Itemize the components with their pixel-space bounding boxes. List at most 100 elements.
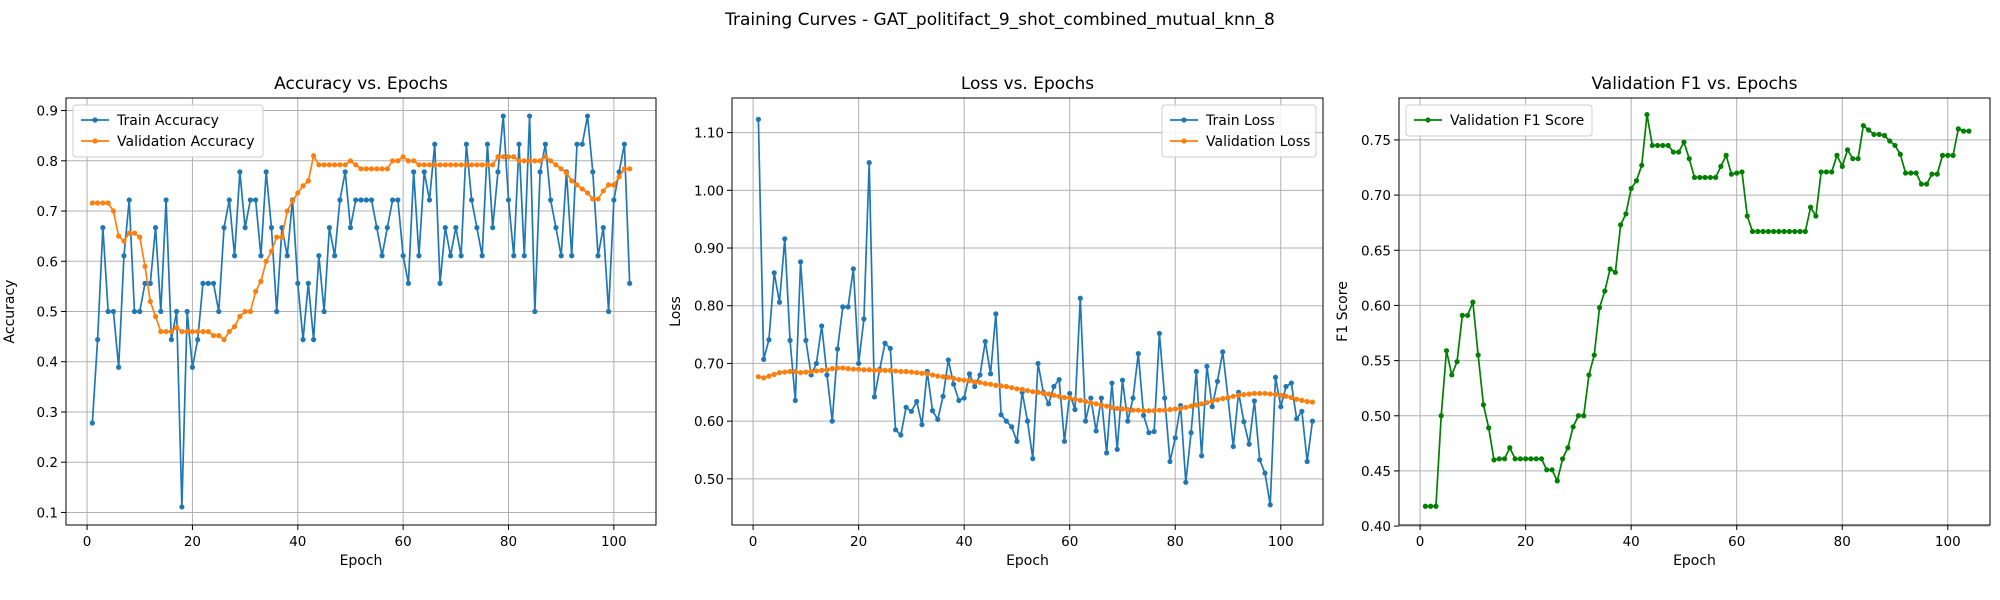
accuracy-series-1-point-102 xyxy=(627,166,633,172)
f1-legend-box xyxy=(1405,104,1593,137)
loss-chart: 0 20 40 60 80 100 0.50 0.60 0.70 0.80 0.90 1.00 1.10… xyxy=(668,74,1324,569)
loss-ytick-label-4: 0.90 xyxy=(694,241,724,257)
f1-y-axis-label: F1 Score xyxy=(1335,281,1351,342)
accuracy-series-0-point-24 xyxy=(216,308,222,315)
loss-series-1-point-71 xyxy=(1130,407,1136,413)
loss-series-0-point-85 xyxy=(1204,363,1210,369)
loss-series-0-point-40 xyxy=(966,371,973,377)
loss-series-0-point-48 xyxy=(1009,424,1015,430)
f1-series-0-point-51 xyxy=(1691,174,1698,181)
loss-series-0-point-46 xyxy=(998,412,1004,418)
loss-series-1-point-68 xyxy=(1114,405,1120,412)
loss-series-0-point-57 xyxy=(1056,376,1062,383)
loss-series-1-point-44 xyxy=(987,381,994,387)
loss-ticks: 0 20 40 60 80 100 0.50 0.60 0.70 0.80 0.90 1.00 1.10 xyxy=(694,126,1294,550)
accuracy-series-0-point-6 xyxy=(121,253,127,259)
f1-series-0-point-88 xyxy=(1887,138,1893,144)
loss-series-1-point-4 xyxy=(776,370,783,376)
loss-series-0-point-63 xyxy=(1088,395,1094,401)
f1-ytick-label-7: 0.75 xyxy=(1361,133,1391,149)
loss-series-0-point-99 xyxy=(1278,404,1284,410)
loss-ytick-label-3: 0.80 xyxy=(694,299,724,315)
loss-series-1-point-50 xyxy=(1019,386,1025,392)
accuracy-series-1-point-49 xyxy=(347,158,354,164)
accuracy-series-0-point-11 xyxy=(147,280,153,286)
f1-series-0-point-27 xyxy=(1565,445,1571,451)
loss-series-0-point-59 xyxy=(1067,390,1073,397)
accuracy-series-0-point-54 xyxy=(374,225,380,231)
loss-series-1-point-38 xyxy=(956,376,962,383)
loss-series-0-point-49 xyxy=(1014,438,1020,444)
f1-series-0-point-21 xyxy=(1533,456,1539,462)
loss-series-1-point-3 xyxy=(771,371,777,377)
loss-ytick-label-2: 0.70 xyxy=(694,356,724,372)
loss-series-1-point-24 xyxy=(882,367,888,373)
loss-series-0-point-92 xyxy=(1241,419,1247,425)
loss-series-1-point-31 xyxy=(919,370,925,376)
f1-series-0-point-16 xyxy=(1507,445,1513,451)
accuracy-series-1-point-46 xyxy=(332,162,338,168)
accuracy-series-0-point-25 xyxy=(221,225,227,231)
loss-series-1-point-70 xyxy=(1125,406,1131,413)
f1-series-0-point-25 xyxy=(1554,478,1560,484)
accuracy-series-1-point-48 xyxy=(342,162,348,168)
loss-series-1-point-55 xyxy=(1046,391,1052,397)
loss-series-1-point-47 xyxy=(1003,383,1009,390)
f1-series-0-point-84 xyxy=(1866,127,1872,133)
f1-series-0-point-58 xyxy=(1728,171,1735,177)
accuracy-ytick-label-6: 0.7 xyxy=(37,204,58,220)
loss-series-0-point-75 xyxy=(1151,428,1157,435)
loss-series-1-point-78 xyxy=(1167,406,1173,413)
f1-series-0-point-73 xyxy=(1807,204,1814,210)
loss-series-0-point-38 xyxy=(956,397,962,403)
f1-series-0-point-83 xyxy=(1860,122,1866,129)
loss-series-0-point-55 xyxy=(1046,401,1052,407)
accuracy-series-0-point-97 xyxy=(600,225,606,231)
loss-series-1-point-37 xyxy=(951,375,957,382)
f1-series-0-point-97 xyxy=(1934,171,1940,177)
loss-series-0-point-103 xyxy=(1299,408,1305,414)
loss-series-1-point-82 xyxy=(1188,403,1194,409)
accuracy-series-0-point-72 xyxy=(469,197,475,203)
accuracy-series-1-point-3 xyxy=(105,200,111,206)
accuracy-series-1-point-26 xyxy=(226,328,232,335)
loss-xtick-label-0: 0 xyxy=(749,534,758,550)
loss-grid xyxy=(732,98,1323,525)
f1-series-0-point-47 xyxy=(1670,149,1676,155)
loss-series-0-point-17 xyxy=(845,304,851,310)
accuracy-series-0-point-62 xyxy=(416,253,422,259)
accuracy-series-1-point-23 xyxy=(210,333,217,339)
accuracy-series-0-point-64 xyxy=(426,197,433,203)
accuracy-series-0-point-102 xyxy=(627,280,633,286)
loss-series-0-point-18 xyxy=(850,266,856,272)
f1-series-0-point-64 xyxy=(1760,228,1766,235)
loss-series-1-point-12 xyxy=(819,367,825,373)
loss-series-0-point-88 xyxy=(1220,349,1226,355)
f1-series-0-point-29 xyxy=(1575,413,1582,419)
accuracy-series-0-point-76 xyxy=(490,225,496,231)
f1-ytick-label-1: 0.45 xyxy=(1361,464,1391,480)
accuracy-series-0-point-0 xyxy=(89,420,95,426)
accuracy-ytick-label-1: 0.2 xyxy=(37,455,58,471)
accuracy-series-0-point-39 xyxy=(295,280,301,286)
accuracy-series-1-point-28 xyxy=(237,313,243,320)
f1-series-0-point-79 xyxy=(1839,163,1845,170)
accuracy-series-1-point-60 xyxy=(405,158,412,164)
accuracy-series-0-point-41 xyxy=(305,280,311,286)
accuracy-series-1-point-80 xyxy=(511,154,517,160)
loss-series-1-point-39 xyxy=(961,377,967,383)
accuracy-series-1-point-78 xyxy=(500,154,506,160)
loss-series-0-point-43 xyxy=(982,338,988,345)
loss-series-1-point-0 xyxy=(755,374,761,380)
accuracy-series-1-point-83 xyxy=(526,158,533,164)
accuracy-series-1-point-52 xyxy=(363,166,369,172)
accuracy-series-0-point-73 xyxy=(474,225,480,231)
accuracy-series-0-point-53 xyxy=(368,197,375,203)
loss-series-1-point-67 xyxy=(1109,404,1115,410)
f1-chart: 0 20 40 60 80 100 0.40 0.45 0.50 0.55 0.60 0.65 0.70… xyxy=(1335,74,1991,569)
accuracy-xtick-label-3: 60 xyxy=(395,534,412,550)
accuracy-series-0-point-20 xyxy=(195,337,201,343)
loss-series-1-point-66 xyxy=(1104,403,1110,409)
accuracy-series-0 xyxy=(89,113,633,510)
loss-series-0-point-2 xyxy=(766,337,772,343)
